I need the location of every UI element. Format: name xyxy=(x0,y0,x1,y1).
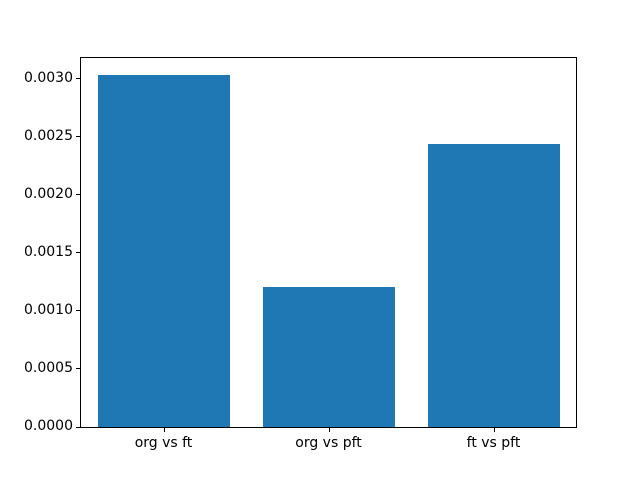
y-tick-label: 0.0030 xyxy=(24,69,73,86)
y-tick-mark xyxy=(76,426,80,428)
y-tick-mark xyxy=(76,78,80,80)
x-tick-mark xyxy=(493,428,495,432)
bar-org-vs-ft xyxy=(97,75,230,427)
y-tick-label: 0.0020 xyxy=(24,185,73,202)
bar-ft-vs-pft xyxy=(427,143,560,427)
y-tick-mark xyxy=(76,310,80,312)
y-tick-label: 0.0005 xyxy=(24,359,73,376)
x-tick-label: ft vs pft xyxy=(466,435,521,451)
x-tick-mark xyxy=(163,428,165,432)
y-tick-mark xyxy=(76,368,80,370)
y-tick-label: 0.0025 xyxy=(24,127,73,144)
y-tick-mark xyxy=(76,252,80,254)
x-tick-mark xyxy=(328,428,330,432)
plot-area xyxy=(80,57,577,428)
bar-org-vs-pft xyxy=(262,286,395,427)
y-tick-label: 0.0015 xyxy=(24,243,73,260)
x-tick-label: org vs pft xyxy=(295,435,362,451)
y-tick-mark xyxy=(76,194,80,196)
y-tick-label: 0.0000 xyxy=(24,418,73,434)
x-tick-label: org vs ft xyxy=(134,435,193,451)
y-tick-mark xyxy=(76,136,80,138)
y-tick-label: 0.0010 xyxy=(24,301,73,318)
